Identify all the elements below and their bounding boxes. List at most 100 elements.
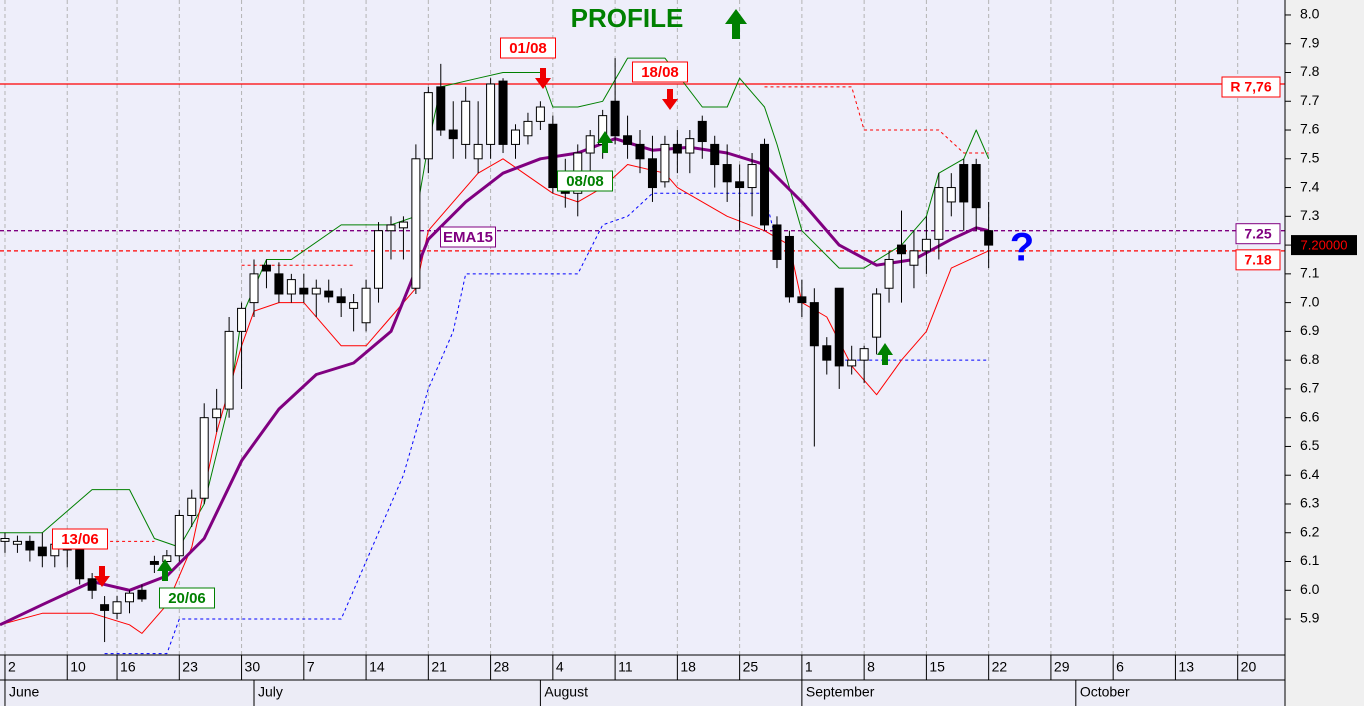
- y-tick-label: 7.7: [1300, 92, 1320, 108]
- candle-body: [100, 604, 110, 611]
- candle-body: [747, 164, 757, 189]
- y-tick-label: 6.9: [1300, 322, 1320, 338]
- annotation: 01/08: [509, 40, 547, 57]
- candle-body: [697, 120, 707, 143]
- candle-body: [772, 224, 782, 260]
- y-tick-label: 7.4: [1300, 178, 1320, 194]
- candle-body: [25, 540, 35, 551]
- candle-body: [884, 258, 894, 289]
- month-label: August: [544, 684, 588, 700]
- x-tick-label: 23: [182, 659, 198, 675]
- x-tick-label: 14: [369, 659, 385, 675]
- candle-body: [486, 83, 496, 145]
- candle-body: [261, 264, 271, 272]
- buy-arrow: [597, 131, 613, 153]
- sell-arrow: [535, 68, 551, 89]
- level-label: 7.25: [1244, 225, 1271, 241]
- arrows: [94, 9, 893, 587]
- annotation: 08/08: [566, 173, 604, 190]
- candle-body: [946, 187, 956, 203]
- candle-body: [797, 296, 807, 304]
- candle-body: [760, 143, 770, 226]
- candle-body: [311, 287, 321, 295]
- candle-body: [87, 578, 97, 591]
- y-tick-label: 6.6: [1300, 408, 1320, 424]
- indicator-line: [0, 158, 989, 634]
- candle-body: [436, 86, 446, 131]
- month-label: September: [806, 684, 875, 700]
- x-tick-label: 30: [245, 659, 261, 675]
- candle-body: [12, 540, 22, 545]
- candle-body: [423, 92, 433, 160]
- x-tick-label: 28: [494, 659, 510, 675]
- candle-body: [37, 546, 47, 557]
- candle-body: [822, 345, 832, 361]
- candle-body: [623, 135, 633, 145]
- candle-body: [274, 273, 284, 295]
- candle-body: [984, 230, 994, 246]
- candle-body: [299, 287, 309, 295]
- x-tick-label: 16: [120, 659, 136, 675]
- candle-body: [847, 359, 857, 367]
- x-tick-label: 4: [556, 659, 564, 675]
- profile-arrow: [725, 9, 747, 39]
- candle-body: [448, 129, 458, 140]
- candle-body: [934, 187, 944, 240]
- plot-background: [0, 0, 1285, 655]
- candle-body: [349, 302, 359, 309]
- x-tick-label: 7: [307, 659, 315, 675]
- y-tick-label: 7.8: [1300, 63, 1320, 79]
- candle-body: [710, 143, 720, 166]
- y-tick-label: 6.7: [1300, 380, 1320, 396]
- candle-body: [921, 238, 931, 252]
- annotation-box: [440, 226, 496, 248]
- last-price-label: 7.20000: [1301, 238, 1348, 253]
- grid: [0, 0, 1285, 655]
- y-tick-label: 6.1: [1300, 552, 1320, 568]
- candle-body: [398, 221, 408, 229]
- candle-body: [386, 224, 396, 232]
- candle-body: [324, 290, 334, 298]
- annotation: ?: [1010, 226, 1034, 270]
- y-tick-label: 6.5: [1300, 437, 1320, 453]
- candle-body: [224, 330, 234, 410]
- indicator-line: [92, 86, 989, 542]
- candle-body: [635, 143, 645, 160]
- candle-body: [149, 561, 159, 565]
- candle-body: [199, 417, 209, 499]
- level-label-box: [1221, 76, 1281, 98]
- level-label-box: [1235, 223, 1281, 245]
- annotation: PROFILE: [571, 3, 684, 33]
- candle-body: [548, 123, 558, 189]
- x-tick-label: 22: [992, 659, 1008, 675]
- candle-body: [286, 279, 296, 295]
- level-label: 7.18: [1244, 252, 1271, 268]
- candle-body: [124, 592, 134, 603]
- x-tick-label: 15: [929, 659, 945, 675]
- x-tick-label: 21: [431, 659, 447, 675]
- candle-body: [112, 601, 122, 614]
- x-tick-label: 13: [1178, 659, 1194, 675]
- candle-body: [585, 135, 595, 154]
- candle-body: [0, 537, 10, 542]
- candles: [0, 58, 994, 643]
- y-tick-label: 7.0: [1300, 293, 1320, 309]
- month-label: July: [258, 684, 283, 700]
- candle-body: [187, 497, 197, 516]
- candle-body: [75, 549, 85, 580]
- candle-body: [523, 120, 533, 137]
- indicator-line: [0, 137, 990, 627]
- x-tick-label: 11: [618, 659, 633, 675]
- candle-body: [784, 235, 794, 298]
- sell-arrow: [94, 566, 110, 587]
- level-label: R 7,76: [1230, 79, 1271, 95]
- y-tick-label: 6.0: [1300, 581, 1320, 597]
- candle-body: [473, 143, 483, 160]
- x-tick-label: 20: [1241, 659, 1257, 675]
- y-tick-label: 7.5: [1300, 149, 1320, 165]
- y-tick-label: 7.6: [1300, 121, 1320, 137]
- y-tick-label: 7.3: [1300, 207, 1320, 223]
- candle-body: [162, 555, 172, 563]
- candle-body: [510, 129, 520, 145]
